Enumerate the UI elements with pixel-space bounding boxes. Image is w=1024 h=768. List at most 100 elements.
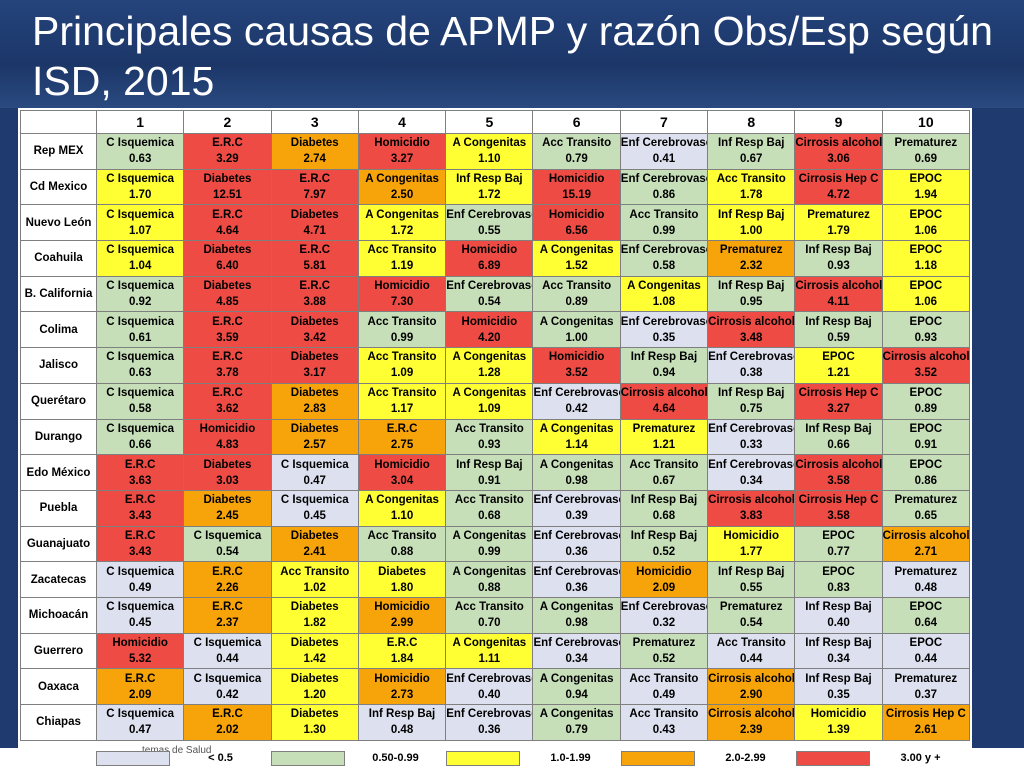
cause-cell: Homicidio 4.20 — [445, 311, 534, 349]
ratio-value: 0.66 — [827, 438, 850, 451]
ratio-value: 1.04 — [128, 260, 152, 273]
ratio-value: 3.83 — [740, 510, 763, 523]
table-row: Querétaro C Isquemica 0.58 E.R.C 3.62 Diabete… — [20, 382, 971, 420]
table-row: Guerrero Homicidio 5.32 C Isquemica 0.44 Diab… — [20, 632, 971, 670]
cause-name: Homicidio — [636, 565, 692, 578]
ratio-value: 1.94 — [914, 189, 938, 202]
cause-cell: Homicidio 1.77 — [707, 525, 796, 563]
cause-name: A Congenitas — [452, 351, 527, 364]
ratio-value: 3.06 — [827, 153, 850, 166]
ratio-value: 1.11 — [478, 652, 501, 665]
cause-name: Prematurez — [894, 137, 958, 150]
cause-name: Homicidio — [810, 708, 867, 721]
cause-name: Acc Transito — [716, 636, 786, 649]
ratio-value: 7.30 — [390, 296, 414, 309]
cause-cell: Enf Cerebrovasc 0.34 — [532, 632, 621, 670]
cause-name: Inf Resp Baj — [630, 351, 698, 364]
cause-cell: Enf Cerebrovasc 0.58 — [619, 240, 709, 277]
cause-name: C Isquemica — [106, 315, 175, 328]
ratio-value: 3.62 — [216, 403, 239, 416]
ratio-value: 0.89 — [565, 296, 588, 309]
cause-name: E.R.C — [299, 244, 331, 257]
cause-name: EPOC — [909, 315, 943, 328]
cause-name: E.R.C — [212, 601, 243, 614]
cause-name: Enf Cerebrovasc — [533, 529, 621, 542]
cause-cell: Homicidio 2.73 — [357, 668, 447, 705]
ratio-value: 0.98 — [565, 617, 588, 630]
cause-name: A Congenitas — [539, 601, 614, 614]
ratio-value: 3.88 — [303, 296, 326, 309]
ratio-value: 0.79 — [565, 724, 588, 737]
cause-cell: C Isquemica 0.63 — [95, 133, 185, 170]
cause-cell: Enf Cerebrovasc 0.40 — [445, 668, 534, 705]
ratio-value: 1.84 — [390, 652, 414, 665]
cause-name: Cirrosis alcohol — [708, 494, 795, 507]
cause-name: A Congenitas — [539, 708, 614, 721]
ratio-value: 1.18 — [914, 260, 938, 273]
cause-name: E.R.C — [212, 137, 243, 150]
cause-name: Acc Transito — [629, 672, 699, 685]
cause-name: Diabetes — [290, 422, 339, 435]
ratio-value: 3.52 — [565, 367, 588, 380]
cause-name: C Isquemica — [106, 137, 175, 150]
cause-name: C Isquemica — [280, 458, 349, 471]
cause-cell: Homicidio 2.99 — [357, 596, 447, 634]
cause-cell: Homicidio 6.56 — [532, 204, 621, 242]
ratio-value: 7.97 — [303, 189, 326, 202]
ratio-value: 2.32 — [740, 260, 763, 273]
ratio-value: 1.09 — [390, 367, 414, 380]
cause-name: Prematurez — [894, 565, 958, 578]
cause-cell: Prematurez 0.65 — [881, 489, 971, 527]
cause-cell: Acc Transito 0.79 — [532, 133, 621, 170]
cause-cell: A Congenitas 1.09 — [445, 382, 534, 420]
cause-cell: A Congenitas 1.11 — [445, 632, 534, 670]
cause-cell: Cirrosis alcohol 3.58 — [794, 454, 883, 491]
cause-name: A Congenitas — [539, 244, 614, 257]
table-row: Durango C Isquemica 0.66 Homicidio 4.83 Diabe… — [20, 418, 971, 456]
cause-cell: Enf Cerebrovasc 0.55 — [445, 204, 534, 242]
cause-cell: Acc Transito 0.93 — [445, 418, 534, 456]
ratio-value: 0.58 — [128, 403, 152, 416]
cause-name: C Isquemica — [106, 208, 175, 221]
cause-cell: EPOC 0.64 — [881, 596, 971, 634]
ratio-value: 0.63 — [128, 367, 152, 380]
ratio-value: 0.66 — [128, 438, 152, 451]
column-header: 2 — [183, 110, 272, 134]
cause-name: A Congenitas — [539, 458, 614, 471]
ratio-value: 0.91 — [914, 438, 938, 451]
ratio-value: 0.91 — [478, 474, 501, 487]
ratio-value: 3.52 — [914, 367, 938, 380]
cause-cell: C Isquemica 0.45 — [270, 489, 359, 527]
ratio-value: 0.54 — [478, 296, 501, 309]
ratio-value: 0.32 — [652, 617, 676, 630]
cause-name: Inf Resp Baj — [630, 494, 698, 507]
cause-name: Enf Cerebrovasc — [620, 601, 708, 614]
cause-cell: E.R.C 3.88 — [270, 275, 359, 313]
cause-name: Enf Cerebrovasc — [533, 636, 621, 649]
cause-cell: Diabetes 6.40 — [183, 240, 272, 277]
ratio-value: 0.55 — [740, 581, 763, 594]
cause-name: Prematurez — [719, 601, 783, 614]
ratio-value: 12.51 — [213, 189, 242, 202]
cause-cell: Cirrosis alcohol 4.64 — [619, 382, 709, 420]
ratio-value: 4.11 — [827, 296, 850, 309]
ratio-value: 4.72 — [827, 189, 850, 202]
cause-cell: Diabetes 2.74 — [270, 133, 359, 170]
ratio-value: 0.36 — [565, 581, 588, 594]
cause-name: Prematurez — [894, 494, 958, 507]
ratio-value: 2.09 — [652, 581, 676, 594]
table-row: Cd Mexico C Isquemica 1.70 Diabetes 12.51 E.R… — [20, 168, 971, 206]
cause-name: A Congenitas — [365, 208, 439, 221]
cause-name: Inf Resp Baj — [368, 708, 436, 721]
cause-cell: Inf Resp Baj 0.34 — [794, 632, 883, 670]
column-header: 5 — [445, 110, 534, 134]
cause-name: A Congenitas — [539, 315, 614, 328]
cause-cell: C Isquemica 1.07 — [95, 204, 185, 242]
ratio-value: 0.94 — [652, 367, 676, 380]
cause-cell: Diabetes 3.42 — [270, 311, 359, 349]
cause-cell: Acc Transito 0.68 — [445, 489, 534, 527]
cause-name: Cirrosis alcohol — [795, 137, 883, 150]
table-row: Nuevo León C Isquemica 1.07 E.R.C 4.64 Diabet… — [20, 204, 971, 242]
cause-name: Acc Transito — [454, 494, 524, 507]
cause-name: Inf Resp Baj — [717, 137, 785, 150]
